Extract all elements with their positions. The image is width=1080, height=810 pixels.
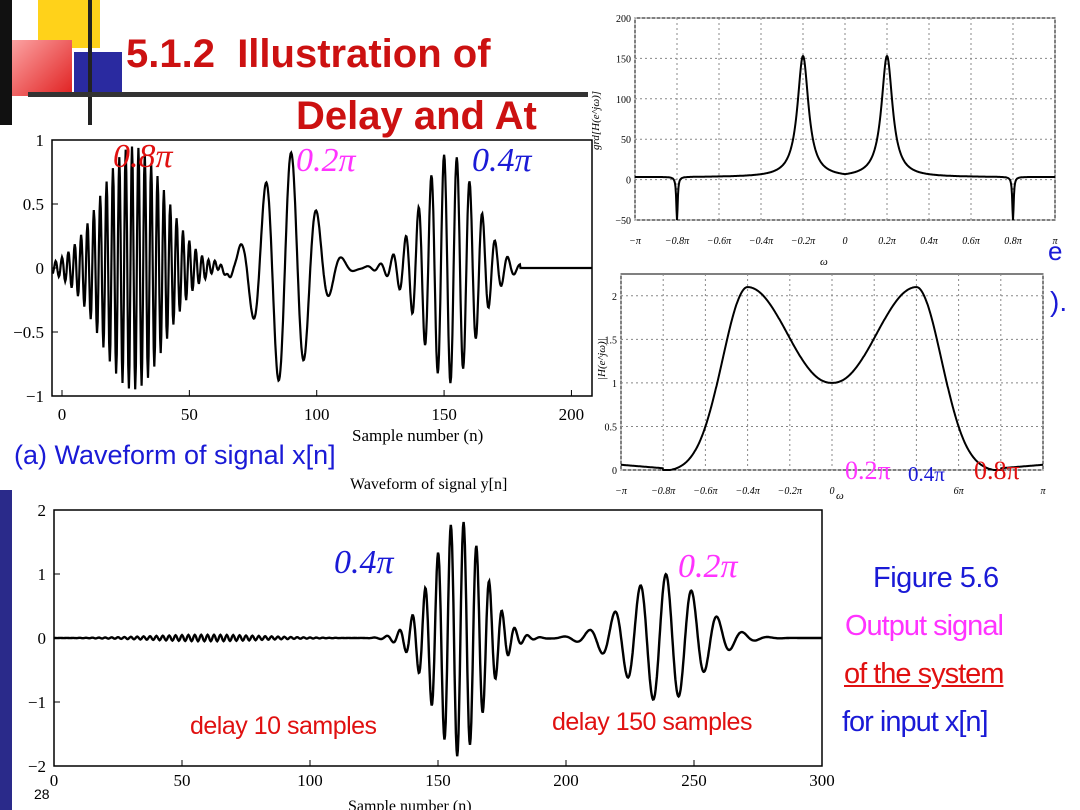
group-delay-xtick: −0.2π — [791, 236, 816, 247]
page-number: 28 — [34, 786, 50, 802]
group-delay-xtick: −0.6π — [707, 236, 732, 247]
decor-red-square — [0, 40, 72, 96]
magnitude-ytick: 0.5 — [605, 422, 618, 433]
waveform-x-label-0.2pi: 0.2π — [296, 142, 356, 179]
left-dark-bar — [0, 0, 12, 125]
magnitude-ylabel: |H(e^jω)| — [596, 338, 608, 380]
slide-title-line1: 5.1.2 Illustration of — [126, 32, 491, 76]
waveform-y-label-0.4pi: 0.4π — [334, 544, 394, 581]
clipped-text-e: e — [1048, 236, 1063, 266]
magnitude-xtick: −0.6π — [693, 486, 718, 497]
waveform-x-label-0.4pi: 0.4π — [472, 142, 532, 179]
magnitude-ytick: 0 — [612, 466, 617, 477]
group-delay-xtick: 0.2π — [878, 236, 897, 247]
group-delay-ylabel: grd[H(e^jω)] — [590, 90, 602, 150]
waveform-y-signal — [53, 521, 822, 757]
magnitude-curve — [621, 286, 1043, 471]
waveform-x-plot: 1 0.5 0 −0.5 −1 0 50 100 150 200 — [13, 131, 593, 424]
magnitude-xtick: 0 — [830, 486, 835, 497]
magnitude-label-0.8pi: 0.8π — [974, 456, 1020, 485]
waveform-y-label-0.2pi: 0.2π — [678, 548, 738, 585]
waveform-y-ytick: −2 — [28, 757, 46, 776]
waveform-x-xtick: 0 — [58, 405, 67, 424]
group-delay-xtick: 0.6π — [962, 236, 981, 247]
magnitude-ytick: 1.5 — [605, 335, 618, 346]
magnitude-xtick: 6π — [954, 486, 965, 497]
figure-caption-line1: Figure 5.6 — [873, 562, 999, 594]
group-delay-xtick: −π — [629, 236, 642, 247]
magnitude-xtick: −0.4π — [735, 486, 760, 497]
magnitude-xtick: −0.8π — [651, 486, 676, 497]
waveform-x-ytick: 0 — [36, 259, 45, 278]
group-delay-ytick: 100 — [616, 95, 631, 106]
magnitude-ytick: 2 — [612, 292, 617, 303]
waveform-x-ytick: −0.5 — [13, 323, 44, 342]
group-delay-xlabel: ω — [820, 256, 828, 268]
group-delay-xtick: 0 — [843, 236, 848, 247]
waveform-y-ytick: 2 — [38, 501, 47, 520]
group-delay-xtick: 0.4π — [920, 236, 939, 247]
group-delay-plot: 200 150 100 50 0 −50 −π −0.8π −0.6π −0.4π −0.2π 0 0… — [615, 14, 1058, 247]
magnitude-xtick: −π — [615, 486, 628, 497]
waveform-y-xtick: 200 — [553, 771, 579, 790]
waveform-y-xtick: 250 — [681, 771, 707, 790]
waveform-y-xtick: 100 — [297, 771, 323, 790]
waveform-y-ytick: 0 — [38, 629, 47, 648]
decor-vertical-line — [88, 0, 92, 125]
waveform-y-xtick: 50 — [174, 771, 191, 790]
slide-title-line2: Delay and At — [296, 94, 537, 138]
group-delay-xtick: −0.8π — [665, 236, 690, 247]
group-delay-curve — [635, 54, 1055, 221]
waveform-x-xtick: 50 — [181, 405, 198, 424]
waveform-x-signal — [51, 146, 592, 390]
waveform-x-xlabel: Sample number (n) — [352, 426, 484, 445]
magnitude-plot: 2 1.5 1 0.5 0 −π −0.8π −0.6π −0.4π −0.2π 0 6π π — [605, 273, 1046, 497]
figure-caption-line4: for input x[n] — [842, 706, 989, 738]
waveform-x-caption: (a) Waveform of signal x[n] — [14, 440, 336, 470]
magnitude-ytick: 1 — [612, 379, 617, 390]
group-delay-ytick: 0 — [626, 176, 631, 187]
magnitude-xlabel: ω — [836, 490, 844, 502]
waveform-x-ytick: −1 — [26, 387, 44, 406]
waveform-x-xtick: 150 — [431, 405, 457, 424]
annotation-delay-150: delay 150 samples — [552, 708, 752, 737]
waveform-y-xtick: 150 — [425, 771, 451, 790]
waveform-y-xlabel: Sample number (n) — [348, 798, 472, 810]
waveform-y-ytick: −1 — [28, 693, 46, 712]
group-delay-xtick: 0.8π — [1004, 236, 1023, 247]
magnitude-xtick: −0.2π — [778, 486, 803, 497]
waveform-x-xtick: 100 — [304, 405, 330, 424]
waveform-y-xtick: 0 — [50, 771, 59, 790]
waveform-x-ytick: 0.5 — [23, 195, 44, 214]
magnitude-xtick: π — [1040, 486, 1046, 497]
left-sidebar-bar — [0, 490, 12, 810]
annotation-delay-10: delay 10 samples — [190, 712, 377, 741]
waveform-x-ytick: 1 — [36, 131, 45, 150]
magnitude-label-0.4pi: 0.4π — [908, 462, 945, 486]
group-delay-ytick: −50 — [615, 216, 631, 227]
waveform-y-title: Waveform of signal y[n] — [350, 476, 508, 493]
decor-horizontal-line — [28, 92, 588, 97]
group-delay-xtick: −0.4π — [749, 236, 774, 247]
decor-blue-square — [74, 52, 122, 96]
figure-caption-line3: of the system — [844, 658, 1004, 690]
group-delay-ytick: 200 — [616, 14, 631, 25]
waveform-x-label-0.8pi: 0.8π — [113, 138, 173, 175]
group-delay-xtick: π — [1052, 236, 1058, 247]
waveform-y-xtick: 300 — [809, 771, 835, 790]
clipped-text-paren: ). — [1050, 286, 1068, 317]
waveform-x-xtick: 200 — [559, 405, 585, 424]
waveform-y-plot: 2 1 0 −1 −2 0 50 100 150 200 250 300 — [28, 501, 835, 790]
group-delay-ytick: 50 — [621, 135, 631, 146]
waveform-y-ytick: 1 — [38, 565, 47, 584]
group-delay-panel — [593, 8, 1065, 254]
group-delay-ytick: 150 — [616, 54, 631, 65]
figure-caption-line2: Output signal — [845, 610, 1004, 642]
magnitude-label-0.2pi: 0.2π — [845, 456, 891, 485]
